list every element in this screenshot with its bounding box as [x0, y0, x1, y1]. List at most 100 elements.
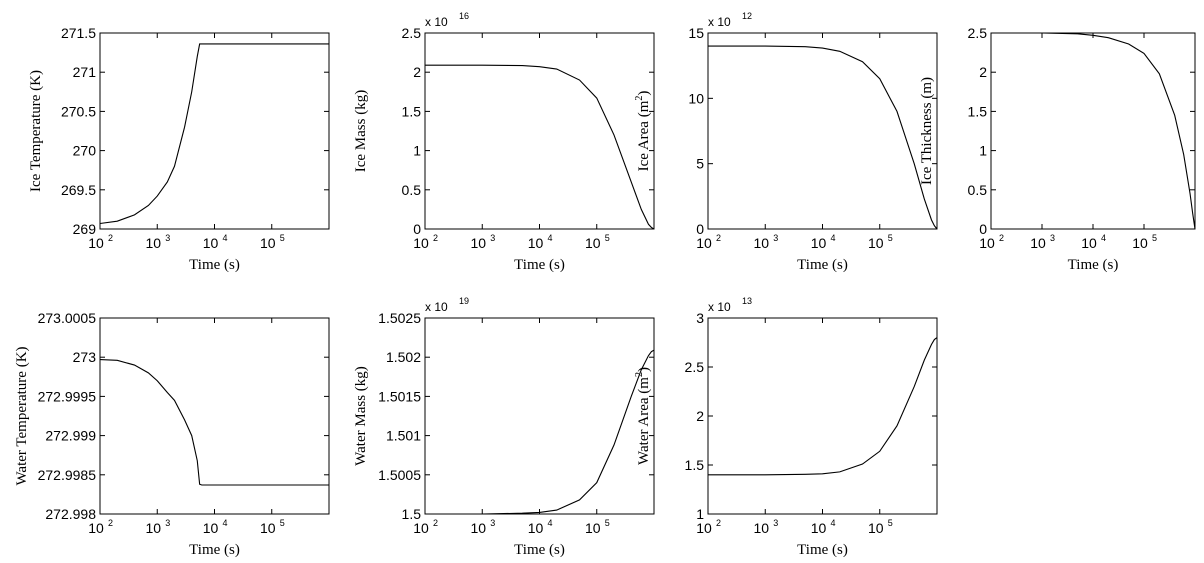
- y-tick-label: 0.5: [402, 182, 422, 198]
- y-axis-label: Water Area (m2): [634, 367, 652, 465]
- x-tick-label: 10: [260, 520, 276, 536]
- x-tick-label: 10: [470, 235, 486, 251]
- y-tick-label: 270.5: [61, 103, 96, 119]
- plot-frame: [707, 317, 938, 515]
- axis-multiplier: x 10: [708, 15, 731, 29]
- data-series-line: [708, 45, 938, 230]
- plot-frame: [424, 32, 655, 230]
- x-tick-label: 10: [145, 235, 161, 251]
- x-tick-exponent: 3: [490, 518, 495, 528]
- y-tick-label: 1.5: [685, 457, 705, 473]
- plot-frame: [424, 317, 655, 515]
- y-axis-label-text: Ice Area (m: [636, 100, 652, 171]
- x-tick-label: 10: [413, 520, 429, 536]
- y-tick-label: 2.5: [685, 359, 705, 375]
- x-tick-exponent: 3: [773, 233, 778, 243]
- data-series-line: [99, 359, 329, 486]
- x-tick-exponent: 3: [773, 518, 778, 528]
- y-tick-label: 271.5: [61, 25, 96, 41]
- x-tick-label: 10: [696, 235, 712, 251]
- data-series-line: [991, 32, 1196, 230]
- y-axis-label-text: Water Mass (kg): [353, 366, 369, 466]
- x-tick-label: 10: [585, 520, 601, 536]
- y-axis-label-superscript: 2: [634, 96, 645, 101]
- x-tick-label: 10: [868, 520, 884, 536]
- y-tick-label: 15: [688, 25, 704, 41]
- y-tick-label: 269: [73, 221, 97, 237]
- y-tick-label: 2: [979, 64, 987, 80]
- y-tick-label: 269.5: [61, 182, 96, 198]
- y-axis-label: Ice Mass (kg): [353, 90, 369, 172]
- y-tick-label: 2.5: [968, 25, 988, 41]
- x-tick-exponent: 4: [1101, 233, 1106, 243]
- y-tick-label: 1.5005: [378, 467, 421, 483]
- axis-multiplier: x 10: [425, 15, 448, 29]
- x-tick-exponent: 4: [831, 518, 836, 528]
- y-tick-label: 272.9995: [38, 388, 97, 404]
- x-tick-exponent: 2: [108, 518, 113, 528]
- x-tick-exponent: 3: [165, 233, 170, 243]
- y-tick-label: 272.998: [45, 506, 96, 522]
- x-tick-label: 10: [696, 520, 712, 536]
- x-tick-exponent: 4: [831, 233, 836, 243]
- y-axis-label-text: Ice Temperature (K): [28, 70, 44, 192]
- x-tick-exponent: 2: [716, 518, 721, 528]
- x-tick-label: 10: [88, 520, 104, 536]
- subplot-1: 269 269.5 270 270.5 271 271.5 10 2 10 3 10 4 10 5 Time…: [28, 25, 330, 273]
- y-tick-label: 270: [73, 143, 97, 159]
- x-axis-label: Time (s): [189, 542, 240, 558]
- x-tick-label: 10: [753, 520, 769, 536]
- y-tick-label: 0: [696, 221, 704, 237]
- y-tick-label: 273.0005: [38, 310, 97, 326]
- y-tick-label: 1.5: [968, 103, 988, 119]
- y-axis-label: Water Temperature (K): [14, 346, 30, 485]
- x-tick-label: 10: [1132, 235, 1148, 251]
- y-axis-label-tail: ): [636, 91, 652, 96]
- y-tick-label: 1.5: [402, 506, 422, 522]
- x-tick-label: 10: [203, 235, 219, 251]
- x-tick-exponent: 5: [605, 233, 610, 243]
- y-axis-label-text: Water Temperature (K): [14, 346, 30, 485]
- y-tick-label: 0: [979, 221, 987, 237]
- x-tick-exponent: 3: [1050, 233, 1055, 243]
- x-tick-exponent: 5: [888, 233, 893, 243]
- subplot-7: 1 1.5 2 2.5 3 10 2 10 3 10 4 10 5 x 10 13 Time (s) Water…: [634, 296, 938, 558]
- axis-multiplier: x 10: [708, 300, 731, 314]
- x-tick-label: 10: [470, 520, 486, 536]
- y-tick-label: 1: [979, 143, 987, 159]
- x-axis-label: Time (s): [797, 542, 848, 558]
- x-tick-exponent: 3: [165, 518, 170, 528]
- subplot-3: 0 5 10 15 10 2 10 3 10 4 10 5 x 10 12 Time (s) Ice Area…: [634, 11, 938, 273]
- axis-multiplier-exponent: 16: [459, 11, 469, 21]
- x-tick-label: 10: [528, 520, 544, 536]
- x-tick-exponent: 2: [999, 233, 1004, 243]
- y-tick-label: 271: [73, 64, 97, 80]
- x-tick-label: 10: [1081, 235, 1097, 251]
- x-tick-exponent: 5: [280, 518, 285, 528]
- y-tick-label: 1: [696, 506, 704, 522]
- x-tick-exponent: 2: [716, 233, 721, 243]
- x-tick-label: 10: [1030, 235, 1046, 251]
- y-tick-label: 2.5: [402, 25, 422, 41]
- axis-multiplier-exponent: 19: [459, 296, 469, 306]
- x-tick-exponent: 4: [548, 233, 553, 243]
- y-tick-label: 0: [413, 221, 421, 237]
- x-tick-exponent: 3: [490, 233, 495, 243]
- x-tick-label: 10: [868, 235, 884, 251]
- y-tick-label: 1: [413, 143, 421, 159]
- x-tick-exponent: 2: [433, 233, 438, 243]
- y-tick-label: 272.999: [45, 428, 96, 444]
- axis-multiplier-exponent: 12: [742, 11, 752, 21]
- x-tick-exponent: 4: [223, 233, 228, 243]
- x-tick-exponent: 4: [223, 518, 228, 528]
- x-axis-label: Time (s): [189, 257, 240, 273]
- x-axis-label: Time (s): [797, 257, 848, 273]
- x-tick-exponent: 5: [605, 518, 610, 528]
- x-tick-exponent: 5: [280, 233, 285, 243]
- x-tick-exponent: 5: [1152, 233, 1157, 243]
- y-tick-label: 1.5: [402, 103, 422, 119]
- y-tick-label: 2: [413, 64, 421, 80]
- axis-multiplier: x 10: [425, 300, 448, 314]
- x-tick-label: 10: [413, 235, 429, 251]
